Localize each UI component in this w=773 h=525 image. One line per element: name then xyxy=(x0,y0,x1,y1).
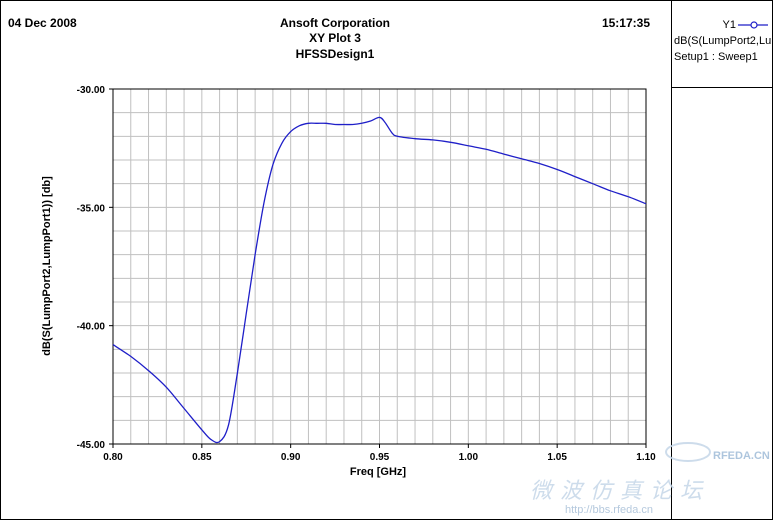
x-tick-label: 1.05 xyxy=(547,452,567,463)
legend-trace-name: dB(S(LumpPort2,Lur xyxy=(674,35,773,47)
header-company: Ansoft Corporation xyxy=(280,16,390,30)
x-tick-label: 0.90 xyxy=(281,452,301,463)
y-tick-label: -35.00 xyxy=(77,203,106,214)
grid xyxy=(113,89,646,444)
header-design: HFSSDesign1 xyxy=(296,47,375,61)
legend[interactable]: Y1 dB(S(LumpPort2,Lur Setup1 : Sweep1 xyxy=(674,19,773,63)
x-tick-label: 1.00 xyxy=(459,452,479,463)
x-axis-label: Freq [GHz] xyxy=(350,466,407,478)
header-time: 15:17:35 xyxy=(602,16,650,30)
header-date: 04 Dec 2008 xyxy=(8,16,77,30)
y-tick-label: -45.00 xyxy=(77,440,106,451)
series-line xyxy=(112,116,647,444)
watermark-chinese: 微波仿真论坛 xyxy=(530,478,710,503)
watermark: RFEDA.CN 微波仿真论坛 http://bbs.rfeda.cn xyxy=(530,442,770,516)
y-axis-label: dB(S(LumpPort2,LumpPort1)) [db] xyxy=(41,176,53,356)
watermark-logo-icon xyxy=(665,442,711,462)
x-tick-label: 1.10 xyxy=(636,452,656,463)
y-tick-label: -40.00 xyxy=(77,322,106,333)
axis-ticks: 0.80 0.85 0.90 0.95 1.00 1.05 1.10 -30.00 -35.00… xyxy=(77,85,657,463)
x-tick-label: 0.80 xyxy=(103,452,123,463)
legend-setup: Setup1 : Sweep1 xyxy=(674,51,758,63)
plot-title: XY Plot 3 xyxy=(309,31,361,45)
x-tick-label: 0.95 xyxy=(370,452,390,463)
watermark-brand: RFEDA.CN xyxy=(713,450,770,462)
legend-trace-id: Y1 xyxy=(723,19,736,31)
y-tick-label: -30.00 xyxy=(77,85,106,96)
watermark-url: http://bbs.rfeda.cn xyxy=(565,504,653,516)
legend-marker-icon xyxy=(750,21,758,29)
x-tick-label: 0.85 xyxy=(192,452,212,463)
series-group xyxy=(112,116,647,444)
